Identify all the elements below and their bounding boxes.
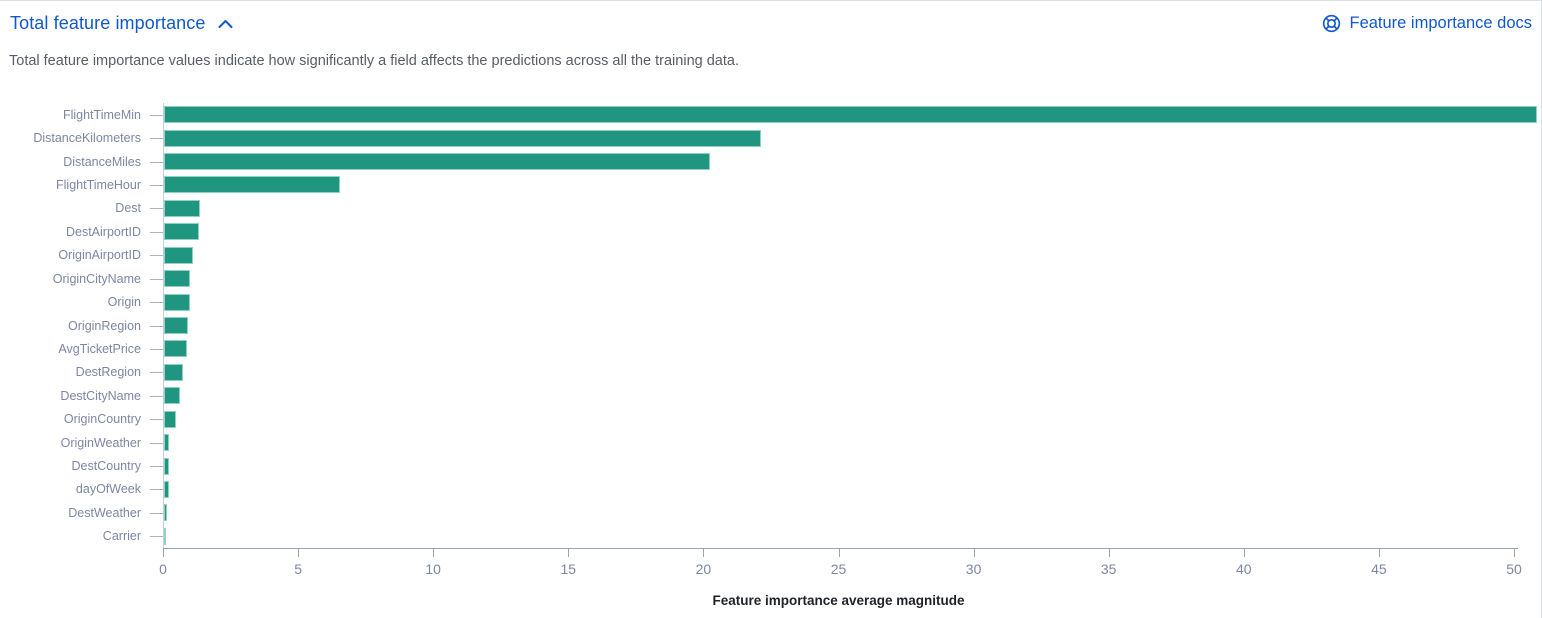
- y-axis-label-FlightTimeMin: FlightTimeMin: [62, 107, 141, 122]
- y-axis-tick: [150, 419, 163, 421]
- y-axis-tick: [150, 536, 163, 538]
- bar-FlightTimeHour[interactable]: [164, 176, 340, 194]
- bar-OriginCityName[interactable]: [164, 270, 191, 288]
- x-axis-tick-label-40: 40: [1236, 561, 1252, 577]
- y-axis-label-DestCountry: DestCountry: [71, 459, 141, 474]
- bar-OriginRegion[interactable]: [164, 317, 188, 334]
- x-axis-tick: [1514, 548, 1515, 557]
- y-axis-label-DistanceMiles: DistanceMiles: [63, 154, 141, 169]
- y-axis-label-FlightTimeHour: FlightTimeHour: [56, 177, 141, 192]
- x-axis-tick: [1108, 548, 1110, 557]
- y-axis-tick: [150, 278, 163, 280]
- x-axis-tick-label-35: 35: [1100, 561, 1117, 577]
- x-axis-tick: [838, 548, 840, 557]
- total-feature-importance-accordion-toggle[interactable]: Total feature importance: [10, 13, 234, 34]
- y-axis-label-DestWeather: DestWeather: [68, 505, 141, 520]
- x-axis-tick: [433, 548, 435, 557]
- bar-DestAirportID[interactable]: [164, 223, 200, 241]
- y-axis-tick: [150, 114, 163, 116]
- bar-Dest[interactable]: [164, 199, 200, 217]
- y-axis-label-dayOfWeek: dayOfWeek: [75, 482, 141, 497]
- y-axis-tick: [150, 395, 163, 397]
- y-axis-label-Origin: Origin: [107, 295, 141, 310]
- x-axis-tick: [298, 548, 300, 557]
- chevron-up-icon: [217, 18, 234, 30]
- y-axis-tick: [150, 489, 163, 491]
- x-axis-tick: [703, 548, 705, 557]
- y-axis-tick: [150, 372, 163, 374]
- bar-OriginAirportID[interactable]: [164, 246, 193, 264]
- x-axis-tick-label-25: 25: [830, 561, 847, 577]
- x-axis-tick-label-30: 30: [965, 561, 982, 577]
- y-axis-tick: [150, 184, 163, 186]
- y-axis-label-DestRegion: DestRegion: [75, 365, 141, 380]
- x-axis-tick: [568, 548, 570, 557]
- y-axis-tick: [150, 325, 163, 327]
- y-axis-label-OriginAirportID: OriginAirportID: [58, 248, 141, 263]
- y-axis-label-DestAirportID: DestAirportID: [65, 224, 141, 239]
- y-axis-label-DestCityName: DestCityName: [60, 388, 141, 403]
- section-description: Total feature importance values indicate…: [9, 53, 739, 69]
- y-axis-label-OriginCountry: OriginCountry: [63, 412, 141, 427]
- y-axis-label-AvgTicketPrice: AvgTicketPrice: [58, 341, 141, 356]
- y-axis-tick: [150, 255, 163, 257]
- bar-DestCityName[interactable]: [164, 387, 180, 405]
- y-axis-tick: [150, 512, 163, 514]
- x-axis-tick-label-50: 50: [1506, 561, 1522, 577]
- y-axis-tick: [150, 466, 163, 468]
- x-axis-tick-label-10: 10: [425, 561, 441, 577]
- docs-link-label: Feature importance docs: [1349, 14, 1532, 32]
- y-axis-tick: [150, 208, 163, 210]
- x-axis-tick-label-15: 15: [560, 561, 577, 577]
- bar-dayOfWeek[interactable]: [164, 480, 169, 498]
- y-axis-label-OriginCityName: OriginCityName: [52, 271, 141, 286]
- y-axis-tick: [150, 442, 163, 444]
- y-axis-tick: [150, 161, 163, 163]
- y-axis-tick: [150, 138, 163, 140]
- y-axis-label-OriginWeather: OriginWeather: [60, 435, 141, 450]
- section-title: Total feature importance: [10, 13, 206, 33]
- x-axis-tick: [973, 548, 975, 557]
- y-axis-label-Carrier: Carrier: [102, 529, 141, 544]
- y-axis-label-OriginRegion: OriginRegion: [68, 318, 141, 333]
- bar-DestCountry[interactable]: [164, 457, 169, 475]
- y-axis-line: [163, 103, 164, 548]
- feature-importance-docs-link[interactable]: Feature importance docs: [1322, 14, 1532, 33]
- bar-DistanceMiles[interactable]: [164, 153, 710, 171]
- y-axis-tick: [150, 231, 163, 233]
- x-axis-tick-label-5: 5: [294, 561, 302, 577]
- x-axis-title: Feature importance average magnitude: [712, 593, 965, 608]
- y-axis-label-DistanceKilometers: DistanceKilometers: [33, 131, 141, 146]
- y-axis-tick: [150, 302, 163, 304]
- bar-AvgTicketPrice[interactable]: [164, 340, 187, 358]
- x-axis-line: [163, 548, 1518, 549]
- bar-OriginWeather[interactable]: [164, 434, 170, 452]
- y-axis-label-Dest: Dest: [115, 201, 141, 216]
- bar-DistanceKilometers[interactable]: [164, 129, 762, 147]
- x-axis-tick: [163, 548, 164, 557]
- help-docs-icon: [1322, 14, 1341, 33]
- bar-DestRegion[interactable]: [164, 363, 183, 381]
- x-axis-tick-label-20: 20: [695, 561, 712, 577]
- bar-Carrier[interactable]: [164, 527, 166, 545]
- bar-DestWeather[interactable]: [164, 504, 168, 522]
- bar-FlightTimeMin[interactable]: [164, 106, 1537, 124]
- x-axis-tick: [1378, 548, 1380, 557]
- x-axis-tick: [1243, 548, 1245, 557]
- x-axis-tick-label-45: 45: [1371, 561, 1387, 577]
- bar-OriginCountry[interactable]: [164, 410, 176, 428]
- x-axis-tick-label-0: 0: [159, 561, 167, 577]
- bar-Origin[interactable]: [164, 293, 190, 311]
- y-axis-tick: [150, 348, 163, 350]
